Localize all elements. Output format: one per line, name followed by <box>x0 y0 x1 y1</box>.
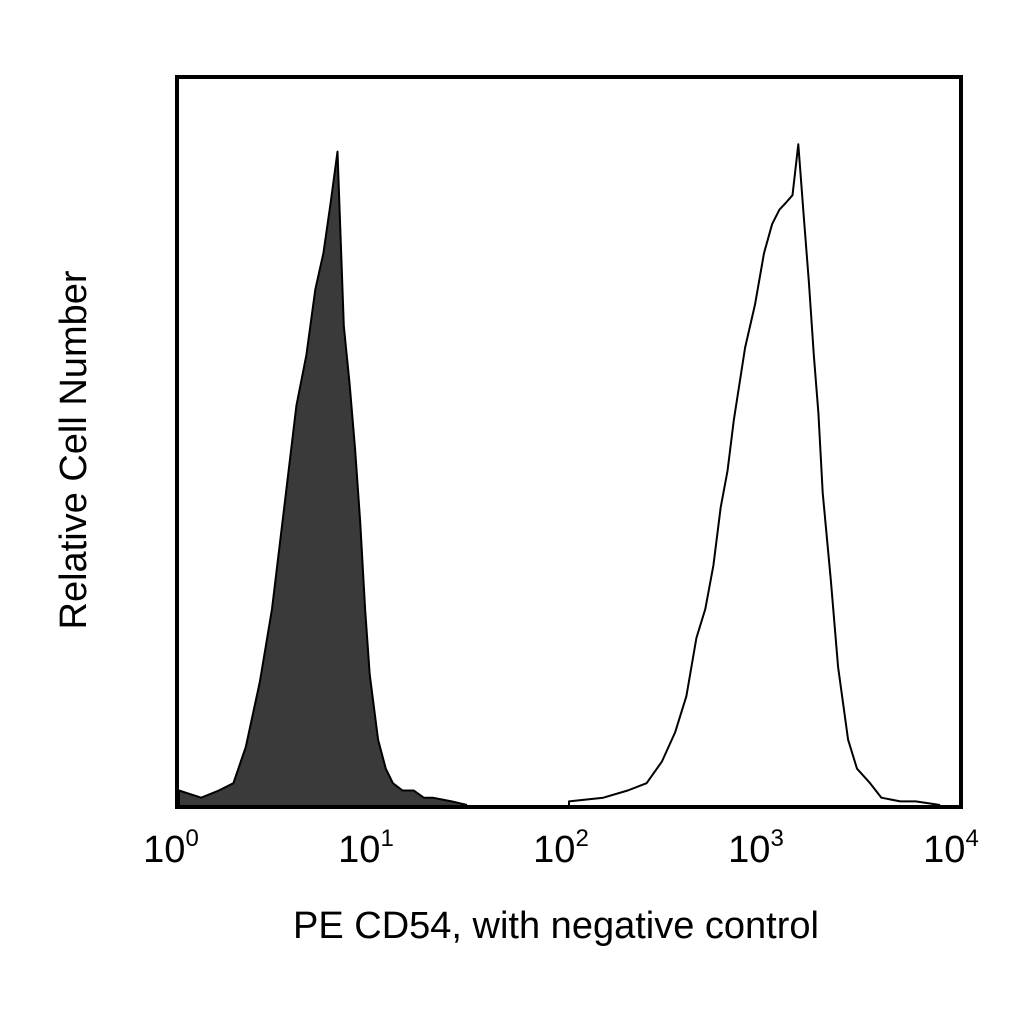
x-tick-label: 100 <box>143 825 199 871</box>
plot-frame <box>175 75 963 809</box>
x-axis-title: PE CD54, with negative control <box>293 905 819 947</box>
pe-cd54-histogram <box>568 143 941 806</box>
series-layer <box>178 143 941 806</box>
x-tick-label: 104 <box>923 825 979 871</box>
y-axis-title: Relative Cell Number <box>53 270 95 629</box>
x-tick-label: 101 <box>338 825 394 871</box>
x-tick-label: 103 <box>728 825 784 871</box>
x-tick-label: 102 <box>533 825 589 871</box>
x-tick-labels: 100 101 102 103 104 <box>143 825 979 871</box>
negative-control-histogram <box>178 150 468 806</box>
